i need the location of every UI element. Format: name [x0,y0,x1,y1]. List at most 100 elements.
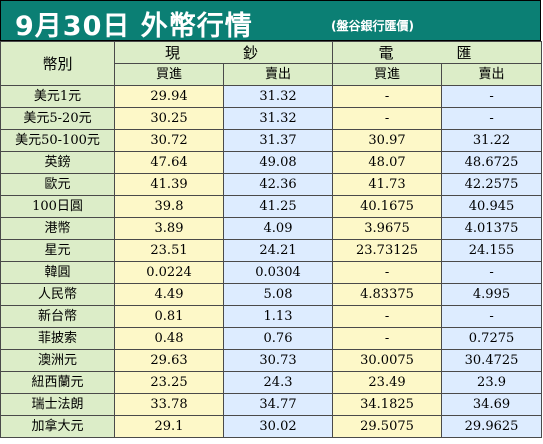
wire-buy-value: 23.49 [332,371,443,394]
cash-buy-value: 33.78 [114,393,224,416]
currency-name: 瑞士法朗 [0,393,115,416]
wire-buy-value: 29.5075 [332,415,443,438]
currency-name: 港幣 [0,217,115,240]
currency-name: 100日圓 [0,195,115,218]
table-row: 澳洲元 29.63 30.73 30.0075 30.4725 [0,349,543,372]
cash-buy-value: 41.39 [114,173,224,196]
header-cash-sell: 賣出 [222,63,334,86]
currency-name: 星元 [0,239,115,262]
cash-sell-value: 0.76 [222,327,334,350]
cash-sell-value: 34.77 [222,393,334,416]
wire-sell-value: 42.2575 [441,173,543,196]
currency-name: 新台幣 [0,305,115,328]
table-row: 瑞士法朗 33.78 34.77 34.1825 34.69 [0,393,543,416]
wire-sell-value: 4.01375 [441,217,543,240]
wire-buy-value: - [332,107,443,130]
table-row: 美元1元 29.94 31.32 - - [0,85,543,108]
wire-buy-value: - [332,327,443,350]
cash-buy-value: 30.25 [114,107,224,130]
currency-name: 美元50-100元 [0,129,115,152]
cash-sell-value: 24.21 [222,239,334,262]
table-row: 韓圓 0.0224 0.0304 - - [0,261,543,284]
title-bar: 9月30日 外幣行情 (盤谷銀行匯價) [0,0,541,42]
table-row: 紐西蘭元 23.25 24.3 23.49 23.9 [0,371,543,394]
wire-buy-value: 4.83375 [332,283,443,306]
cash-buy-value: 29.94 [114,85,224,108]
cash-buy-value: 0.81 [114,305,224,328]
cash-sell-value: 4.09 [222,217,334,240]
header-row-top: 幣別 現 鈔 電 匯 [0,41,543,86]
currency-name: 美元1元 [0,85,115,108]
header-row-bottom: 買進 賣出 買進 賣出 [1,63,543,86]
cash-buy-value: 30.72 [114,129,224,152]
cash-sell-value: 30.02 [222,415,334,438]
cash-buy-value: 4.49 [114,283,224,306]
header-currency: 幣別 [0,41,115,86]
table-row: 加拿大元 29.1 30.02 29.5075 29.9625 [0,415,543,438]
cash-buy-value: 23.25 [114,371,224,394]
wire-buy-value: - [332,305,443,328]
cash-buy-value: 0.0224 [114,261,224,284]
currency-name: 人民幣 [0,283,115,306]
currency-name: 韓圓 [0,261,115,284]
table-row: 美元50-100元 30.72 31.37 30.97 31.22 [0,129,543,152]
wire-buy-value: 48.07 [332,151,443,174]
cash-sell-value: 31.37 [222,129,334,152]
cash-sell-value: 30.73 [222,349,334,372]
wire-sell-value: 23.9 [441,371,543,394]
wire-buy-value: 34.1825 [332,393,443,416]
currency-name: 歐元 [0,173,115,196]
wire-buy-value: - [332,85,443,108]
wire-sell-value: 48.6725 [441,151,543,174]
table-row: 港幣 3.89 4.09 3.9675 4.01375 [0,217,543,240]
wire-buy-value: 30.97 [332,129,443,152]
wire-buy-value: 30.0075 [332,349,443,372]
wire-buy-value: 40.1675 [332,195,443,218]
wire-sell-value: - [441,107,543,130]
table-row: 新台幣 0.81 1.13 - - [0,305,543,328]
cash-sell-value: 31.32 [222,85,334,108]
table-row: 人民幣 4.49 5.08 4.83375 4.995 [0,283,543,306]
wire-sell-value: 31.22 [441,129,543,152]
cash-buy-value: 47.64 [114,151,224,174]
wire-buy-value: 23.73125 [332,239,443,262]
cash-buy-value: 29.63 [114,349,224,372]
wire-buy-value: 41.73 [332,173,443,196]
header-wire-sell: 賣出 [441,63,543,86]
table-row: 100日圓 39.8 41.25 40.1675 40.945 [0,195,543,218]
wire-sell-value: 29.9625 [441,415,543,438]
exchange-rate-table: 幣別 現 鈔 電 匯 買進 賣出 買進 賣出 美元1元 29.94 31.32 … [0,41,543,438]
cash-sell-value: 41.25 [222,195,334,218]
cash-buy-value: 3.89 [114,217,224,240]
table-row: 菲披索 0.48 0.76 - 0.7275 [0,327,543,350]
currency-name: 澳洲元 [0,349,115,372]
cash-sell-value: 42.36 [222,173,334,196]
currency-name: 加拿大元 [0,415,115,438]
currency-name: 英鎊 [0,151,115,174]
cash-buy-value: 23.51 [114,239,224,262]
cash-buy-value: 29.1 [114,415,224,438]
wire-sell-value: 24.155 [441,239,543,262]
cash-buy-value: 39.8 [114,195,224,218]
cash-sell-value: 31.32 [222,107,334,130]
table-row: 美元5-20元 30.25 31.32 - - [0,107,543,130]
header-cash-buy: 買進 [114,63,224,86]
wire-sell-value: - [441,85,543,108]
wire-sell-value: 4.995 [441,283,543,306]
wire-sell-value: - [441,305,543,328]
cash-sell-value: 0.0304 [222,261,334,284]
wire-sell-value: 34.69 [441,393,543,416]
table-row: 英鎊 47.64 49.08 48.07 48.6725 [0,151,543,174]
page-subtitle: (盤谷銀行匯價) [331,19,414,33]
cash-buy-value: 0.48 [114,327,224,350]
rate-rows: 美元1元 29.94 31.32 - - 美元5-20元 30.25 31.32… [0,85,543,438]
currency-name: 紐西蘭元 [0,371,115,394]
cash-sell-value: 49.08 [222,151,334,174]
wire-sell-value: 40.945 [441,195,543,218]
cash-sell-value: 1.13 [222,305,334,328]
cash-sell-value: 24.3 [222,371,334,394]
wire-buy-value: - [332,261,443,284]
currency-name: 菲披索 [0,327,115,350]
currency-name: 美元5-20元 [0,107,115,130]
